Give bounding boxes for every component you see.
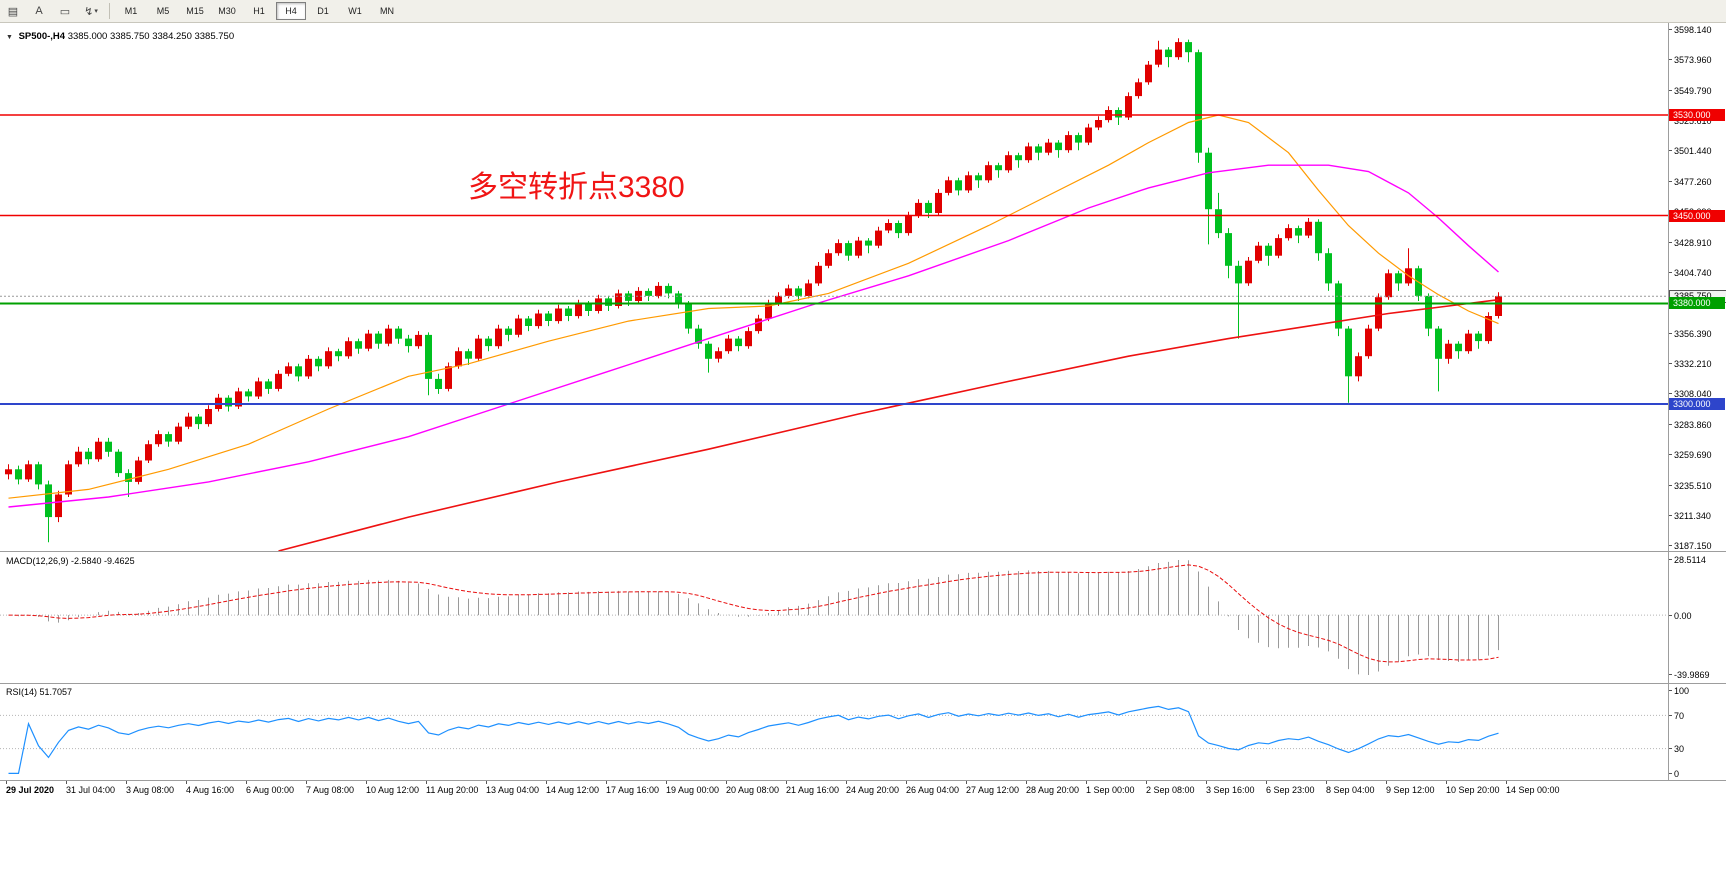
zigzag-glyph: ↯ (84, 5, 94, 18)
hline-price-badge: 3380.000 (1669, 297, 1725, 310)
timeframe-d1-button[interactable]: D1 (317, 6, 329, 16)
price-axis-label: 3404.740 (1668, 267, 1712, 278)
hlines-layer (0, 114, 1668, 405)
time-axis-label: 10 Sep 20:00 (1446, 780, 1500, 795)
time-axis-label: 3 Sep 16:00 (1206, 780, 1255, 795)
top-toolbar: ▤ A ▭ ↯ ▾ M1 M5 M15 M30 H1 H4 D1 W1 MN (0, 0, 1726, 23)
time-axis-label: 2 Sep 08:00 (1146, 780, 1195, 795)
timeframe-m1-button[interactable]: M1 (124, 6, 138, 16)
macd-label: MACD(12,26,9) -2.5840 -9.4625 (6, 556, 135, 566)
timeframe-w1-button[interactable]: W1 (348, 6, 362, 16)
time-axis-label: 8 Sep 04:00 (1326, 780, 1375, 795)
hline-price-badge: 3300.000 (1669, 397, 1725, 410)
price-axis-label: 3501.440 (1668, 146, 1712, 157)
price-axis-label: 3549.790 (1668, 85, 1712, 96)
price-axis-label: 3332.210 (1668, 359, 1712, 369)
time-axis-label: 28 Aug 20:00 (1026, 780, 1080, 795)
price-axis-label: 3308.040 (1668, 389, 1712, 400)
time-axis-label: 6 Aug 00:00 (246, 780, 295, 795)
time-axis-label: 14 Aug 12:00 (546, 780, 600, 795)
candlestick-chart[interactable] (0, 22, 1726, 551)
timeframe-m30-button[interactable]: M30 (218, 6, 236, 16)
time-axis-label: 6 Sep 23:00 (1266, 780, 1315, 795)
time-axis-label: 24 Aug 20:00 (846, 780, 900, 795)
rsi-axis-label: 30 (1667, 744, 1685, 755)
time-axis-label: 13 Aug 04:00 (486, 780, 540, 795)
time-axis-label: 19 Aug 00:00 (666, 780, 720, 795)
candles-layer (5, 38, 1502, 543)
ma-slow-red (278, 298, 1499, 551)
rsi-axis-label: 0 (1667, 768, 1680, 779)
time-axis-label: 10 Aug 12:00 (366, 780, 420, 795)
ma-mid-magenta (8, 164, 1499, 508)
time-axis-label: 3 Aug 08:00 (126, 780, 175, 795)
rsi-chart[interactable] (0, 684, 1726, 780)
price-axis-label: 3235.510 (1668, 480, 1712, 491)
frame-tool-icon[interactable]: ▭ (53, 1, 77, 21)
ma-fast-orange (8, 114, 1499, 499)
time-axis-label: 7 Aug 08:00 (306, 780, 355, 795)
time-axis-label: 1 Sep 00:00 (1086, 780, 1135, 795)
price-axis-label: 3477.260 (1668, 176, 1712, 187)
timeframe-m15-button[interactable]: M15 (186, 6, 204, 16)
macd-histogram (18, 560, 1499, 675)
time-axis-label: 20 Aug 08:00 (726, 780, 780, 795)
pane-separator[interactable] (0, 683, 1726, 684)
text-tool-glyph: A (35, 5, 43, 17)
time-axis-label: 27 Aug 12:00 (966, 780, 1020, 795)
time-axis-label: 11 Aug 20:00 (426, 780, 479, 795)
frame-tool-glyph: ▭ (59, 5, 71, 18)
time-axis-label: 26 Aug 04:00 (906, 780, 960, 795)
price-axis-separator (1668, 22, 1669, 780)
collapse-icon[interactable]: ▼ (6, 34, 13, 41)
rsi-axis-label: 70 (1667, 710, 1685, 721)
macd-axis-label: 28.5114 (1668, 555, 1706, 565)
ma-layer (8, 114, 1499, 551)
price-axis-label: 3259.690 (1668, 450, 1712, 461)
time-axis-label: 29 Jul 2020 (6, 780, 55, 795)
chart-title: ▼ SP500-,H4 3385.000 3385.750 3384.250 3… (6, 31, 234, 42)
zigzag-indicator-icon[interactable]: ↯ ▾ (79, 1, 103, 21)
price-axis-label: 3428.910 (1668, 237, 1712, 248)
symbol-timeframe-label: SP500-,H4 (18, 31, 66, 42)
price-axis-label: 3187.150 (1668, 541, 1712, 552)
hline-price-badge: 3450.000 (1669, 209, 1725, 222)
rsi-label: RSI(14) 51.7057 (6, 687, 73, 697)
timeframe-mn-button[interactable]: MN (380, 6, 394, 16)
price-axis-label: 3211.340 (1668, 510, 1711, 521)
chart-grid-icon[interactable]: ▤ (1, 1, 25, 21)
time-axis-label: 21 Aug 16:00 (786, 780, 840, 795)
annotation-text[interactable]: 多空转折点3380 (468, 171, 685, 204)
time-axis-label: 14 Sep 00:00 (1506, 780, 1560, 795)
time-axis-label: 4 Aug 16:00 (186, 780, 235, 795)
pane-separator[interactable] (0, 551, 1726, 552)
chevron-down-icon: ▾ (94, 8, 98, 15)
hline-price-badge: 3530.000 (1669, 108, 1725, 121)
time-axis-label: 31 Jul 04:00 (66, 780, 116, 795)
rsi-pane[interactable] (0, 684, 1726, 780)
price-axis-label: 3598.140 (1668, 24, 1712, 35)
text-tool-icon[interactable]: A (27, 1, 51, 21)
macd-pane[interactable] (0, 552, 1726, 683)
time-axis-label: 9 Sep 12:00 (1386, 780, 1435, 795)
rsi-axis-label: 100 (1667, 686, 1690, 697)
time-axis-label: 17 Aug 16:00 (606, 780, 660, 795)
timeframe-m5-button[interactable]: M5 (156, 6, 170, 16)
timeframe-h4-button[interactable]: H4 (276, 2, 306, 20)
price-axis-label: 3356.390 (1668, 328, 1712, 339)
timeframe-h1-button[interactable]: H1 (253, 6, 265, 16)
price-axis-label: 3573.960 (1668, 55, 1712, 66)
time-axis-separator (0, 780, 1726, 781)
ohlc-readout: 3385.000 3385.750 3384.250 3385.750 (67, 31, 235, 42)
macd-chart[interactable] (0, 552, 1726, 683)
macd-axis-label: 0.00 (1668, 610, 1692, 621)
rsi-line (8, 705, 1499, 775)
chart-grid-glyph: ▤ (7, 5, 19, 18)
toolbar-separator (109, 3, 110, 19)
macd-signal-line (8, 564, 1499, 663)
main-chart-pane[interactable]: ▼ SP500-,H4 3385.000 3385.750 3384.250 3… (0, 22, 1726, 551)
price-axis-label: 3283.860 (1668, 419, 1712, 430)
macd-axis-label: -39.9869 (1668, 670, 1710, 680)
